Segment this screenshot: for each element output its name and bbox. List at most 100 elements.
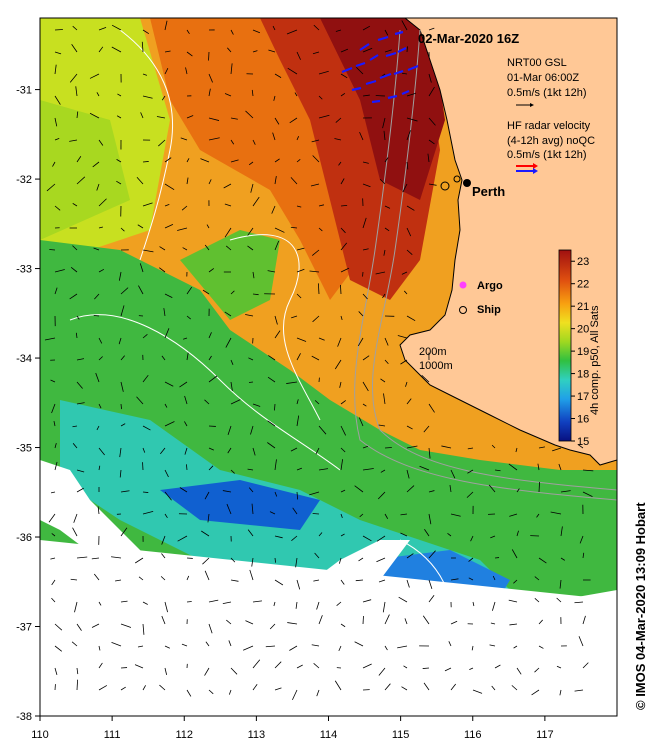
current-vector-arrow xyxy=(313,579,320,582)
isobath-1000m xyxy=(354,29,617,501)
y-tick-label: -38 xyxy=(16,711,32,723)
current-vector-arrow xyxy=(208,355,212,361)
current-vector-arrow xyxy=(120,287,129,295)
current-vector-arrow xyxy=(340,425,347,436)
current-vector-arrow xyxy=(224,227,232,238)
current-vector-arrow xyxy=(447,532,452,537)
gsl-legend-line3: 0.5m/s (1kt 12h) xyxy=(507,87,586,99)
current-vector-arrow xyxy=(250,183,254,193)
current-vector-arrow xyxy=(204,399,210,405)
current-vector-arrow xyxy=(406,553,414,559)
y-tick-label: -34 xyxy=(16,353,32,365)
current-vector-arrow xyxy=(362,535,372,542)
current-vector-arrow xyxy=(428,579,433,590)
current-vector-arrow xyxy=(267,270,276,273)
current-vector-arrow xyxy=(97,506,100,515)
current-vector-arrow xyxy=(403,290,408,295)
current-vector-arrow xyxy=(428,73,432,83)
current-vector-arrow xyxy=(98,268,105,273)
current-vector-arrow xyxy=(164,183,175,191)
current-vector-arrow xyxy=(140,112,144,119)
current-vector-arrow xyxy=(142,685,146,691)
current-vector-arrow xyxy=(134,557,144,564)
current-vector-arrow xyxy=(582,615,586,625)
x-tick-label: 113 xyxy=(248,729,266,741)
current-vector-arrow xyxy=(340,513,343,519)
current-vector-arrow xyxy=(208,117,220,121)
ship-marker-icon xyxy=(453,175,461,183)
current-vector-arrow xyxy=(138,576,144,581)
current-vector-arrow xyxy=(142,447,146,453)
current-vector-arrow xyxy=(274,227,285,233)
current-vector-arrow xyxy=(406,205,415,211)
current-vector-arrow xyxy=(296,293,302,299)
current-vector-arrow xyxy=(118,271,122,281)
current-vector-arrow xyxy=(54,442,57,449)
current-vector-arrow xyxy=(208,73,213,83)
current-vector-arrow xyxy=(230,290,235,295)
current-vector-arrow xyxy=(428,117,436,126)
current-vector-arrow xyxy=(116,159,122,163)
current-vector-arrow xyxy=(362,663,372,669)
current-vector-arrow xyxy=(274,330,281,339)
current-vector-arrow xyxy=(400,513,408,516)
current-vector-arrow xyxy=(377,491,386,500)
current-vector-arrow xyxy=(117,93,122,97)
current-vector-arrow xyxy=(50,557,56,560)
current-vector-arrow xyxy=(72,25,78,31)
current-vector-arrow xyxy=(164,157,172,163)
current-vector-arrow xyxy=(76,487,84,493)
current-vector-arrow xyxy=(384,49,392,53)
current-vector-arrow xyxy=(137,645,144,648)
current-vector-arrow xyxy=(164,491,172,501)
current-vector-arrow xyxy=(296,353,301,361)
hf-legend-line2: (4-12h avg) noQC xyxy=(507,135,595,147)
current-vector-arrow xyxy=(72,527,78,537)
current-vector-arrow xyxy=(164,601,168,613)
current-vector-arrow xyxy=(406,227,412,237)
current-vector-arrow xyxy=(406,445,418,449)
current-vector-arrow xyxy=(318,425,327,435)
colorbar-tick-label: 19 xyxy=(577,346,589,358)
current-vector-arrow xyxy=(230,399,241,405)
hf-vector-arrow xyxy=(341,66,353,74)
current-vector-arrow xyxy=(186,158,190,163)
current-vector-arrow xyxy=(362,293,368,300)
current-vector-arrow xyxy=(245,314,254,317)
current-vector-arrow xyxy=(340,204,348,207)
y-tick-label: -35 xyxy=(16,443,32,455)
current-vector-arrow xyxy=(243,645,254,651)
current-vector-arrow xyxy=(428,27,435,31)
current-vector-arrow xyxy=(294,92,298,97)
current-vector-arrow xyxy=(164,50,171,53)
x-tick-label: 116 xyxy=(464,729,482,741)
current-vector-arrow xyxy=(120,423,126,427)
current-vector-arrow xyxy=(268,49,276,53)
current-vector-arrow xyxy=(94,293,100,300)
current-vector-arrow xyxy=(469,667,474,670)
current-vector-arrow xyxy=(95,372,100,383)
current-vector-arrow xyxy=(538,557,547,564)
current-vector-arrow xyxy=(136,396,144,405)
current-vector-arrow xyxy=(227,447,232,454)
current-vector-arrow xyxy=(91,623,100,628)
current-vector-arrow xyxy=(492,601,496,611)
current-vector-arrow xyxy=(534,598,540,603)
current-vector-arrow xyxy=(208,88,211,97)
current-vector-arrow xyxy=(274,240,280,251)
current-vector-arrow xyxy=(230,29,234,35)
current-vector-arrow xyxy=(310,183,320,187)
current-vector-arrow xyxy=(208,689,214,695)
hf-vector-arrow xyxy=(355,61,366,68)
current-vector-arrow xyxy=(383,130,386,141)
ship-legend-label: Ship xyxy=(477,304,501,316)
current-vector-arrow xyxy=(248,357,254,361)
current-vector-arrow xyxy=(51,579,56,586)
current-vector-arrow xyxy=(444,667,452,672)
current-vector-arrow xyxy=(69,73,78,83)
current-vector-arrow xyxy=(340,242,348,251)
current-vector-arrow xyxy=(582,491,593,497)
current-vector-arrow xyxy=(274,491,278,497)
current-vector-arrow xyxy=(44,337,56,341)
current-vector-arrow xyxy=(204,491,210,500)
